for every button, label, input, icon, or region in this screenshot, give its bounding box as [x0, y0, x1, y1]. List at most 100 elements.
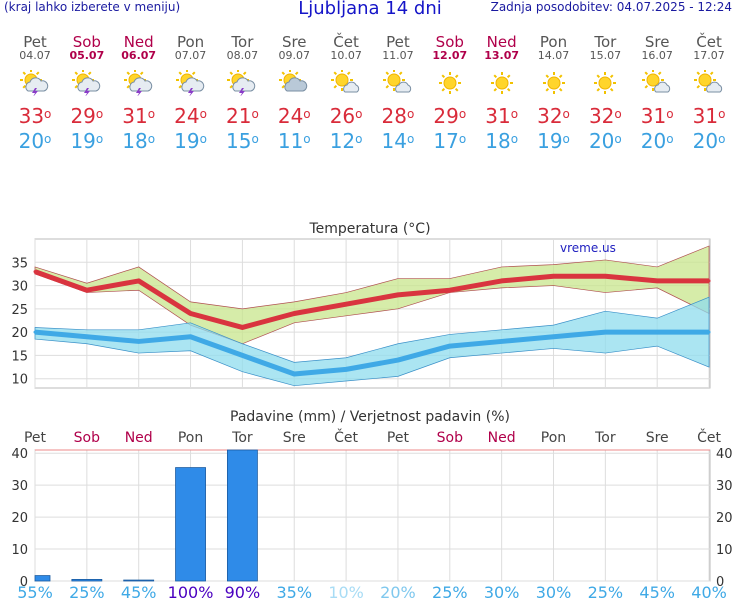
temp-max-point [500, 279, 504, 283]
precip-y-tick-right: 0 [716, 575, 724, 590]
temp-max-point [85, 288, 89, 292]
temp-min: 12o [329, 129, 363, 153]
day-date: 10.07 [330, 49, 362, 62]
temp-y-tick: 20 [11, 326, 28, 341]
temp-min-point [189, 335, 193, 339]
precip-y-tick-left: 40 [11, 447, 28, 462]
precip-probability: 25% [588, 583, 624, 600]
day-column: Ned 13.07 31o 18o [476, 34, 528, 154]
precip-probability: 45% [121, 583, 157, 600]
temp-max-point [189, 312, 193, 315]
precip-x-tick: Ned [488, 430, 516, 446]
precip-y-tick-right: 30 [716, 479, 733, 494]
sun-small-cloud-icon [372, 69, 424, 100]
temp-min-point [603, 330, 607, 334]
precip-bar [34, 575, 51, 582]
precip-probability: 90% [225, 583, 261, 600]
forecast-charts: Temperatura (°C) 10 15 20 25 30 35 vreme.us Pada… [11, 221, 733, 600]
day-name: Pon [176, 33, 205, 51]
day-column: Sre 16.07 31o 20o [631, 34, 683, 154]
day-name: Sre [644, 33, 670, 51]
temp-min: 18o [122, 129, 156, 153]
temp-max-point [707, 279, 711, 283]
sun-cloud-thunder-icon [165, 69, 217, 100]
precip-x-tick: Sob [74, 430, 100, 446]
day-name: Sob [72, 33, 101, 51]
precip-x-tick: Sob [437, 430, 463, 446]
precip-y-tick-left: 20 [11, 511, 28, 526]
precip-x-tick: Sre [283, 430, 306, 446]
precip-x-tick: Tor [594, 430, 616, 446]
precip-probability: 40% [691, 583, 727, 600]
day-date: 09.07 [278, 49, 311, 62]
day-date: 04.07 [19, 49, 51, 62]
sun-icon [579, 70, 631, 100]
precip-x-tick: Pon [178, 430, 203, 446]
temp-min: 20o [18, 129, 52, 153]
day-column: Pon 07.07 24o 19o [165, 34, 217, 154]
precip-y-tick-right: 40 [716, 447, 733, 462]
day-name: Tor [231, 33, 254, 51]
temp-min-line [34, 329, 710, 377]
temp-max-point [448, 288, 452, 292]
precip-chart-title: Padavine (mm) / Verjetnost padavin (%) [230, 409, 510, 425]
temp-max-point [33, 270, 37, 274]
day-date: 15.07 [589, 49, 622, 62]
temp-min-point [85, 335, 89, 339]
temp-max: 29o [433, 104, 467, 128]
day-name: Pet [386, 33, 410, 51]
temp-y-tick: 25 [11, 303, 28, 318]
precip-probability: 10% [328, 583, 364, 600]
day-date: 05.07 [69, 49, 105, 62]
page-title: Ljubljana 14 dni [298, 0, 442, 19]
precip-x-tick: Pon [541, 430, 566, 446]
menu-hint[interactable]: (kraj lahko izberete v meniju) [4, 0, 181, 14]
precip-y-tick-right: 20 [716, 511, 733, 526]
precip-probability: 30% [536, 583, 572, 600]
sun-icon [476, 70, 528, 100]
temp-min-point [448, 344, 452, 348]
temp-max-point [396, 293, 400, 297]
precip-y-tick-left: 10 [11, 543, 28, 558]
temp-max-point [292, 312, 296, 315]
precip-x-tick: Čet [334, 428, 358, 446]
precip-bar [123, 579, 155, 582]
temp-max-point [655, 279, 659, 283]
day-column: Pet 04.07 33o 20o [9, 34, 61, 154]
sun-small-cloud-icon [631, 69, 683, 100]
temp-max: 31o [122, 104, 156, 128]
precip-x-tick: Čet [697, 428, 721, 446]
watermark: vreme.us [560, 241, 616, 255]
precip-bar [175, 467, 206, 582]
day-date: 16.07 [641, 49, 673, 62]
temp-min: 17o [433, 129, 467, 153]
temp-max-point [552, 274, 555, 278]
temp-max: 31o [692, 104, 726, 128]
day-column: Čet 10.07 26o 12o [320, 34, 372, 154]
temp-min-point [552, 335, 555, 339]
day-column: Sre 09.07 24o 11o [268, 34, 320, 154]
precip-x-tick: Tor [231, 430, 253, 446]
day-name: Sob [435, 33, 464, 51]
temp-min-point [707, 330, 711, 334]
temp-range-band [34, 296, 710, 387]
temp-y-tick: 15 [11, 349, 28, 364]
temp-min: 19o [174, 129, 207, 153]
temp-min-point [655, 330, 659, 334]
temp-max: 31o [640, 104, 674, 128]
temp-max-point [344, 302, 348, 306]
day-date: 08.07 [226, 49, 259, 62]
day-date: 17.07 [693, 49, 725, 62]
sun-cloud-thunder-icon [216, 69, 268, 100]
day-name: Sre [281, 33, 307, 51]
temp-min: 20o [588, 129, 622, 153]
precip-x-tick: Ned [125, 430, 153, 446]
day-column: Pon 14.07 32o 19o [528, 34, 580, 154]
day-column: Čet 17.07 31o 20o [683, 34, 735, 154]
precip-plot-area [34, 449, 711, 582]
day-column: Tor 08.07 21o 15o [216, 34, 268, 154]
temp-min: 19o [537, 129, 570, 153]
precip-probability: 30% [484, 583, 520, 600]
sun-cloud-icon [268, 69, 320, 100]
temp-y-tick: 30 [11, 280, 28, 295]
